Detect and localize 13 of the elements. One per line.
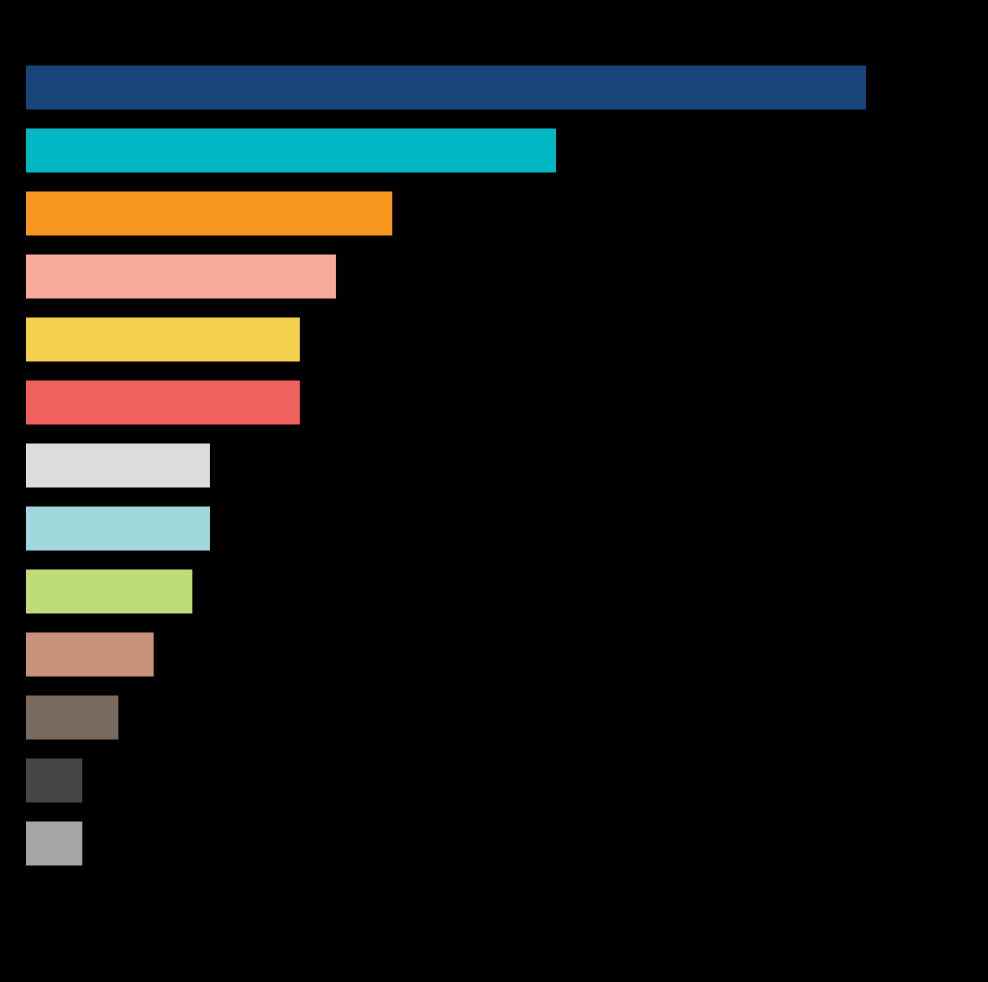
bar [26, 695, 119, 740]
bar [26, 380, 300, 425]
bar [26, 128, 557, 173]
bar [26, 758, 83, 803]
bar [26, 506, 210, 551]
bar [26, 569, 193, 614]
bar [26, 317, 300, 362]
bar [26, 254, 336, 299]
bar [26, 632, 154, 677]
bar [26, 821, 83, 866]
bar [26, 65, 866, 110]
bar [26, 191, 393, 236]
bar [26, 443, 210, 488]
